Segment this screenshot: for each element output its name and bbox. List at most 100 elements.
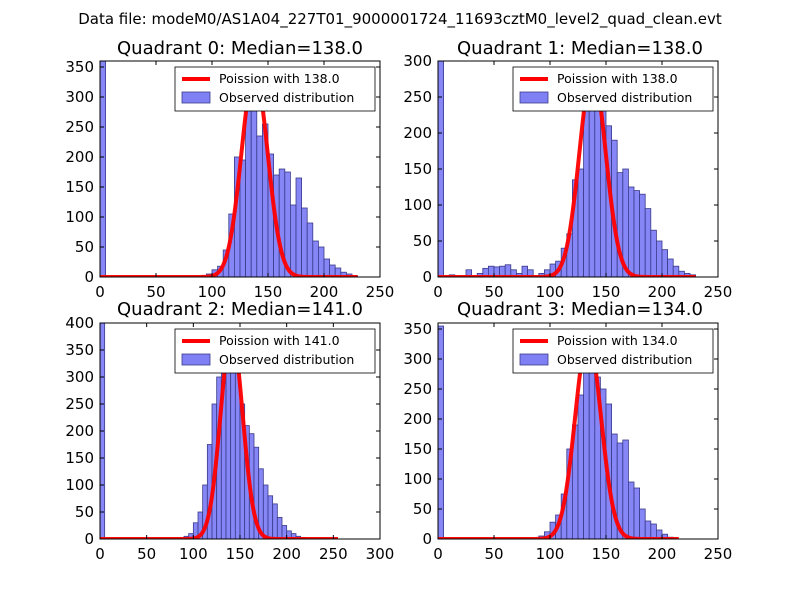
- quadrant-0-panel: Quadrant 0: Median=138.0 0 50 100 150 200 250…: [65, 38, 394, 301]
- histogram-bar: [583, 352, 590, 539]
- quadrant-3-title: Quadrant 3: Median=134.0: [457, 299, 703, 320]
- x-tick-label: 250: [319, 545, 348, 563]
- legend-bar-swatch: [181, 353, 211, 366]
- legend-line-label: Poission with 138.0: [557, 71, 678, 86]
- legend-bar-label: Observed distribution: [219, 90, 354, 105]
- histogram-bar: [317, 246, 325, 277]
- histogram-bar: [289, 204, 297, 277]
- quadrant-3-plot-content: [438, 325, 680, 539]
- y-tick-label: 50: [413, 232, 432, 250]
- y-tick-label: 250: [403, 88, 432, 106]
- histogram-bar: [594, 93, 601, 277]
- histogram-bar: [438, 325, 444, 539]
- quadrant-2-panel: Quadrant 2: Median=141.0 0 50 100 150 200 250…: [65, 299, 394, 563]
- histogram-bar: [230, 349, 236, 539]
- legend-bar-label: Observed distribution: [557, 90, 692, 105]
- y-tick-label: 150: [403, 160, 432, 178]
- histogram-bar: [650, 229, 657, 277]
- x-tick-label: 50: [484, 283, 503, 301]
- histogram-bar: [577, 394, 584, 539]
- x-tick-label: 300: [366, 545, 395, 563]
- legend-box: [512, 66, 714, 112]
- legend-line-label: Poission with 141.0: [219, 333, 340, 348]
- y-tick-label: 250: [65, 395, 94, 413]
- quadrant-0-legend: Poission with 138.0 Observed distribution: [174, 66, 376, 112]
- histogram-bar: [667, 258, 674, 277]
- histogram-bar: [661, 249, 668, 277]
- x-tick-label: 250: [704, 283, 733, 301]
- legend-line-label: Poission with 138.0: [219, 71, 340, 86]
- histogram-bar: [267, 495, 274, 539]
- legend-box: [512, 328, 714, 374]
- histogram-bar: [588, 364, 596, 539]
- y-tick-label: 0: [422, 268, 432, 286]
- histogram-bar: [281, 525, 288, 539]
- y-tick-label: 200: [403, 124, 432, 142]
- histogram-bar: [656, 240, 663, 277]
- x-tick-label: 200: [272, 545, 301, 563]
- quadrant-1-panel: Quadrant 1: Median=138.0 0 50 100 150 200 250…: [403, 38, 732, 301]
- histogram-bar: [306, 222, 314, 277]
- y-tick-label: 50: [75, 503, 94, 521]
- x-tick-label: 50: [484, 545, 503, 563]
- x-tick-label: 150: [592, 283, 621, 301]
- x-tick-label: 100: [179, 545, 208, 563]
- histogram-bar: [256, 135, 263, 277]
- y-tick-label: 200: [65, 148, 94, 166]
- y-tick-label: 300: [65, 88, 94, 106]
- histogram-bar: [639, 193, 646, 277]
- legend-bar-label: Observed distribution: [219, 352, 354, 367]
- figure-suptitle: Data file: modeM0/AS1A04_227T01_90000017…: [78, 10, 722, 29]
- quadrant-0-axes-frame: [99, 60, 381, 278]
- legend-bar-label: Observed distribution: [557, 352, 692, 367]
- x-tick-label: 250: [704, 545, 733, 563]
- legend-box: [174, 328, 376, 374]
- y-tick-label: 0: [84, 530, 94, 548]
- histogram-bar: [628, 481, 635, 539]
- quadrant-3-panel: Quadrant 3: Median=134.0 0 50 100 150 200 250…: [403, 299, 732, 563]
- y-tick-label: 150: [403, 440, 432, 458]
- quadrant-2-plot-content: [100, 323, 340, 539]
- quadrant-0-plot-content: [100, 61, 359, 277]
- legend-box: [174, 66, 376, 112]
- legend-bar-swatch: [181, 91, 211, 104]
- quadrant-3-axes-frame: [437, 322, 719, 540]
- x-tick-label: 0: [95, 545, 105, 563]
- y-tick-label: 50: [413, 500, 432, 518]
- x-tick-label: 0: [433, 545, 443, 563]
- quadrant-2-legend: Poission with 141.0 Observed distribution: [174, 328, 376, 374]
- y-tick-label: 100: [403, 196, 432, 214]
- y-tick-label: 250: [403, 380, 432, 398]
- legend-bar-swatch: [519, 91, 549, 104]
- x-tick-label: 150: [226, 545, 255, 563]
- histogram-bar: [628, 186, 635, 277]
- histogram-bar: [633, 190, 640, 277]
- histogram-bar: [225, 354, 232, 539]
- x-tick-label: 50: [146, 283, 165, 301]
- quadrant-1-legend: Poission with 138.0 Observed distribution: [512, 66, 714, 112]
- quadrant-0-title: Quadrant 0: Median=138.0: [117, 38, 363, 59]
- x-tick-label: 100: [536, 283, 565, 301]
- histogram-bar: [250, 102, 258, 277]
- legend-line-label: Poission with 134.0: [557, 333, 678, 348]
- histogram-bar: [633, 487, 640, 539]
- x-tick-label: 250: [366, 283, 395, 301]
- y-tick-label: 350: [65, 58, 94, 76]
- y-tick-label: 100: [403, 470, 432, 488]
- y-tick-label: 400: [65, 314, 94, 332]
- histogram-bar: [639, 508, 646, 539]
- histogram-bar: [100, 61, 106, 277]
- x-tick-label: 100: [536, 545, 565, 563]
- x-tick-label: 150: [592, 545, 621, 563]
- x-tick-label: 0: [95, 283, 105, 301]
- y-tick-label: 150: [65, 449, 94, 467]
- x-tick-label: 150: [254, 283, 283, 301]
- histogram-bar: [644, 208, 652, 277]
- y-tick-label: 300: [65, 368, 94, 386]
- y-tick-label: 200: [65, 422, 94, 440]
- histogram-bar: [276, 517, 283, 539]
- legend-bar-swatch: [519, 353, 549, 366]
- y-tick-label: 0: [422, 530, 432, 548]
- y-tick-label: 300: [403, 52, 432, 70]
